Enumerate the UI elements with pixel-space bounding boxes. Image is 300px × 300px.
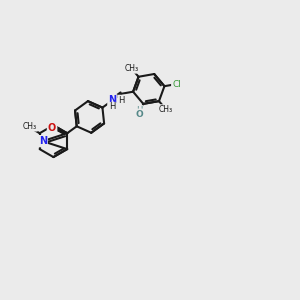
Text: O: O [136, 110, 144, 119]
Text: N: N [39, 136, 47, 146]
Text: H: H [110, 102, 116, 111]
Text: CH₃: CH₃ [124, 64, 138, 73]
Text: CH₃: CH₃ [159, 105, 173, 114]
Text: H: H [118, 96, 125, 105]
Text: H: H [136, 106, 143, 115]
Text: N: N [108, 95, 116, 105]
Text: CH₃: CH₃ [23, 122, 37, 131]
Text: O: O [48, 123, 56, 133]
Text: Cl: Cl [172, 80, 181, 88]
